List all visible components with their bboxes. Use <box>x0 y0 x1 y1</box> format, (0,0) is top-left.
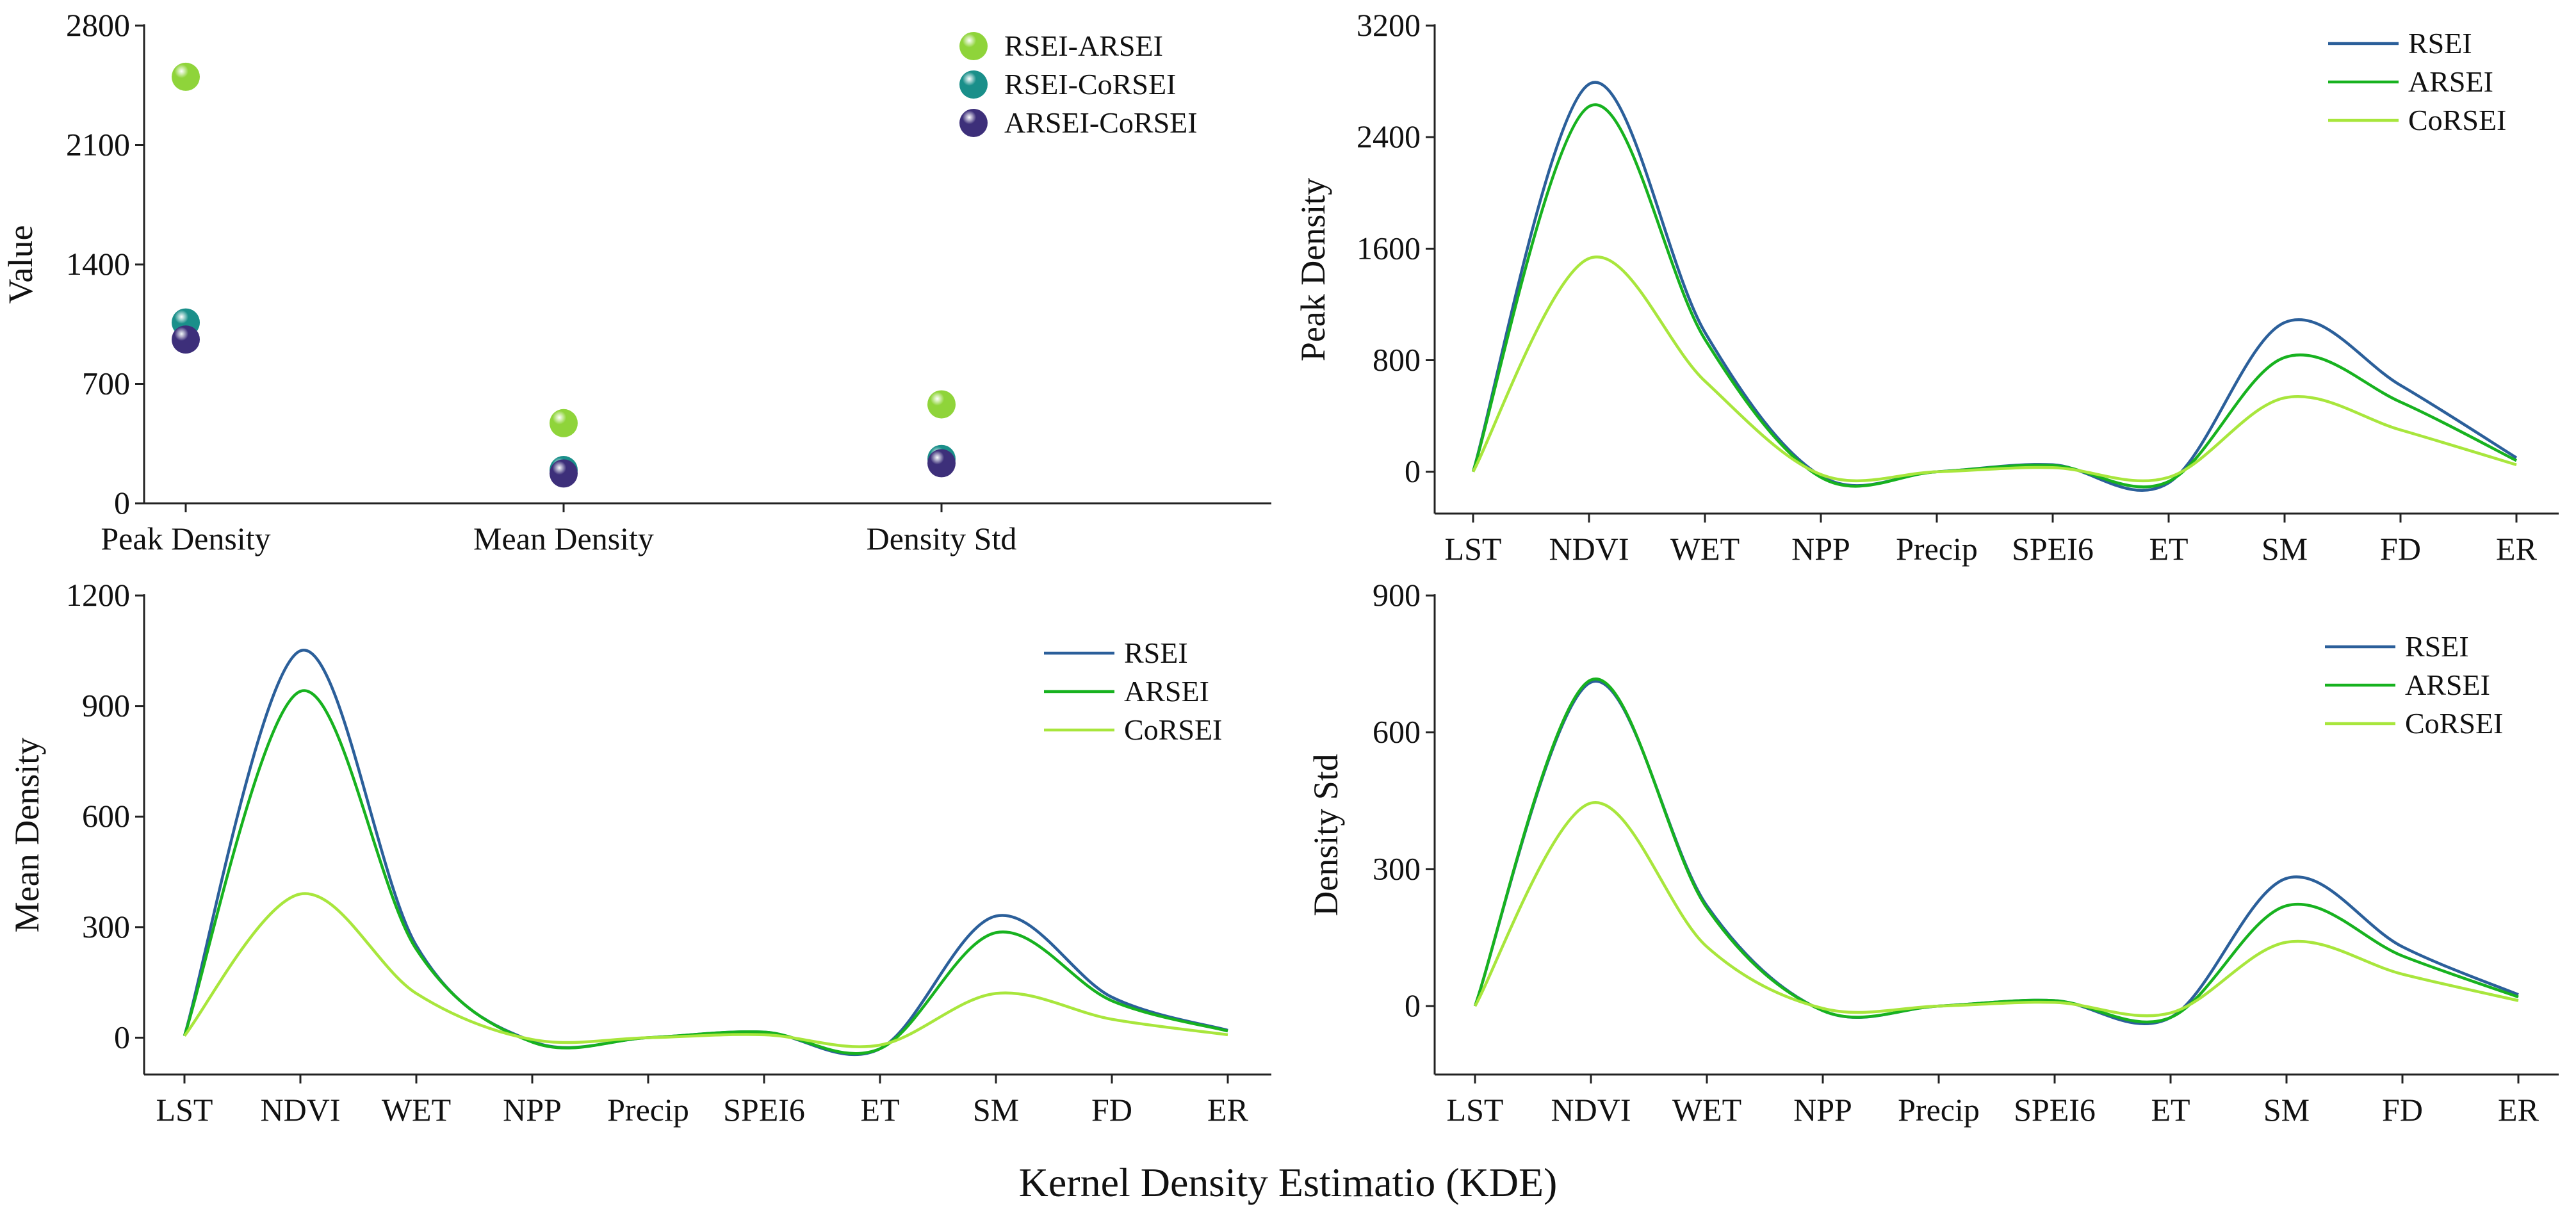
x-tick-label-precip: Precip <box>607 1092 689 1128</box>
y-tick-label: 0 <box>114 485 130 521</box>
legend-label-arsei: ARSEI <box>2408 65 2493 98</box>
x-tick-label-fd: FD <box>1091 1092 1132 1128</box>
x-tick-label-spei6: SPEI6 <box>2012 531 2094 567</box>
x-tick-label-wet: WET <box>1670 531 1740 567</box>
y-axis-title: Mean Density <box>8 738 46 932</box>
y-tick-label: 3200 <box>1357 7 1421 43</box>
legend-label-corsei: CoRSEI <box>2405 707 2503 740</box>
x-tick-label-wet: WET <box>382 1092 451 1128</box>
x-tick-label-density-std: Density Std <box>867 521 1017 556</box>
x-tick-label-fd: FD <box>2382 1092 2423 1128</box>
y-tick-label: 700 <box>82 366 130 402</box>
x-tick-label-peak-density: Peak Density <box>101 521 270 556</box>
y-tick-label: 600 <box>1373 714 1421 750</box>
x-tick-label-spei6: SPEI6 <box>723 1092 805 1128</box>
x-tick-label-lst: LST <box>156 1092 213 1128</box>
legend-label-rsei-arsei: RSEI-ARSEI <box>1004 29 1163 62</box>
panel-scatter-differences: 0 700 1400 2100 2800 Value Peak Density Mean De… <box>1 7 1271 556</box>
legend-marker-rsei-corsei <box>959 70 988 99</box>
x-tick-label-lst: LST <box>1447 1092 1504 1128</box>
x-tick-label-er: ER <box>1207 1092 1249 1128</box>
x-tick-label-precip: Precip <box>1898 1092 1980 1128</box>
series-line-arsei <box>1473 677 2519 1024</box>
y-tick-label: 900 <box>82 688 130 724</box>
y-tick-label: 1600 <box>1357 230 1421 266</box>
y-tick-label: 1400 <box>66 246 130 282</box>
point-rsei-arsei-peak-density <box>172 62 200 91</box>
y-tick-label: 300 <box>1373 850 1421 886</box>
legend-label-arsei-corsei: ARSEI-CoRSEI <box>1004 106 1198 139</box>
x-tick-label-precip: Precip <box>1896 531 1978 567</box>
x-tick-label-ndvi: NDVI <box>1549 531 1629 567</box>
legend-marker-rsei-arsei <box>959 32 988 60</box>
point-arsei-corsei-density-std <box>927 449 956 478</box>
point-rsei-arsei-mean-density <box>550 409 578 437</box>
panel-density-std: 0 300 600 900 Density Std LST NDVI WET NPP Precip… <box>1307 577 2559 1128</box>
y-tick-label: 900 <box>1373 577 1421 613</box>
series-line-rsei <box>1473 679 2519 1026</box>
series-line-corsei <box>1474 801 2519 1018</box>
point-arsei-corsei-mean-density <box>550 459 578 488</box>
x-tick-label-er: ER <box>2496 531 2538 567</box>
series-line-corsei <box>1472 256 2517 483</box>
series-line-rsei <box>1471 81 2518 492</box>
series-line-rsei <box>183 649 1228 1057</box>
legend-label-arsei: ARSEI <box>2405 669 2490 701</box>
x-tick-label-sm: SM <box>973 1092 1019 1128</box>
x-tick-label-npp: NPP <box>1793 1092 1852 1128</box>
legend-label-arsei: ARSEI <box>1124 675 1209 708</box>
legend-label-rsei: RSEI <box>2405 630 2469 663</box>
y-tick-label: 1200 <box>66 577 130 613</box>
legend-label-corsei: CoRSEI <box>1124 713 1222 746</box>
y-tick-label: 300 <box>82 909 130 945</box>
y-tick-label: 0 <box>1405 987 1421 1023</box>
x-tick-label-npp: NPP <box>1791 531 1850 567</box>
panel-peak-density: 0 800 1600 2400 3200 Peak Density LST NDVI WET NP… <box>1294 7 2559 567</box>
legend-label-rsei: RSEI <box>1124 637 1188 669</box>
x-tick-label-mean-density: Mean Density <box>473 521 654 556</box>
y-tick-label: 2400 <box>1357 118 1421 154</box>
x-tick-label-ndvi: NDVI <box>261 1092 341 1128</box>
x-tick-label-et: ET <box>2151 1092 2190 1128</box>
figure-xlabel: Kernel Density Estimatio (KDE) <box>1019 1160 1558 1205</box>
y-tick-label: 0 <box>114 1019 130 1055</box>
series-line-arsei <box>1471 103 2518 489</box>
x-tick-label-sm: SM <box>2262 531 2308 567</box>
x-tick-label-fd: FD <box>2380 531 2421 567</box>
series-line-arsei <box>183 689 1228 1055</box>
y-tick-label: 800 <box>1373 342 1421 378</box>
y-axis-title: Value <box>1 225 40 304</box>
x-tick-label-et: ET <box>860 1092 899 1128</box>
series-line-corsei <box>183 892 1228 1048</box>
point-arsei-corsei-peak-density <box>172 325 200 354</box>
x-tick-label-sm: SM <box>2263 1092 2310 1128</box>
y-tick-label: 2100 <box>66 127 130 163</box>
y-axis-title: Peak Density <box>1294 178 1332 361</box>
legend-label-rsei-corsei: RSEI-CoRSEI <box>1004 68 1176 101</box>
panel-mean-density: 0 300 600 900 1200 Mean Density LST NDVI WET NPP P… <box>8 577 1271 1128</box>
y-tick-label: 600 <box>82 798 130 834</box>
x-tick-label-et: ET <box>2149 531 2188 567</box>
x-tick-label-lst: LST <box>1445 531 1502 567</box>
legend-label-corsei: CoRSEI <box>2408 104 2506 136</box>
x-tick-label-spei6: SPEI6 <box>2014 1092 2096 1128</box>
x-tick-label-er: ER <box>2498 1092 2539 1128</box>
y-axis-title: Density Std <box>1307 754 1345 916</box>
legend-marker-arsei-corsei <box>959 109 988 137</box>
point-rsei-arsei-density-std <box>927 390 956 419</box>
legend-label-rsei: RSEI <box>2408 27 2472 60</box>
x-tick-label-npp: NPP <box>503 1092 562 1128</box>
x-tick-label-wet: WET <box>1672 1092 1741 1128</box>
y-tick-label: 0 <box>1405 453 1421 489</box>
x-tick-label-ndvi: NDVI <box>1551 1092 1631 1128</box>
y-tick-label: 2800 <box>66 7 130 43</box>
